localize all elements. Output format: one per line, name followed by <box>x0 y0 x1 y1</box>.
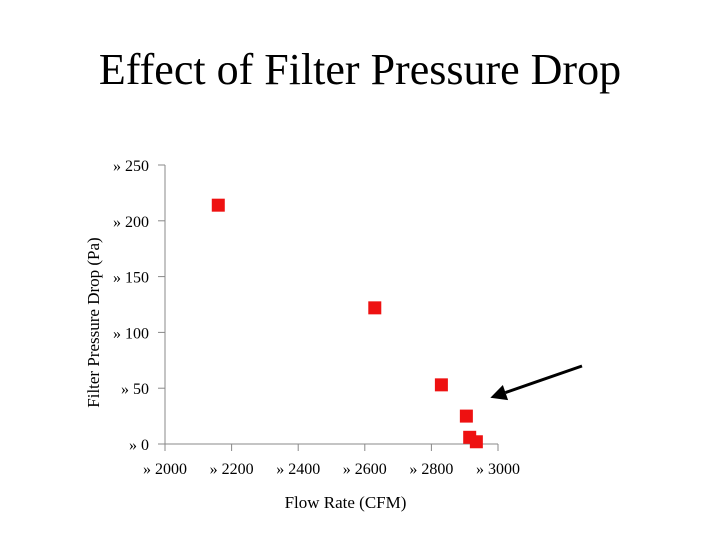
chart-ticks <box>158 164 499 451</box>
x-tick-label: » 2800 <box>409 461 453 478</box>
chart-tick-labels: » 0 » 50 » 100 » 150 » 200 » 250 » 2000 » 2200 »… <box>113 158 520 478</box>
y-tick-label: » 150 <box>113 270 149 287</box>
x-tick-label: » 2000 <box>143 461 187 478</box>
data-point <box>211 198 225 212</box>
arrow-head <box>490 384 509 401</box>
x-tick-label: » 2600 <box>343 461 387 478</box>
arrow-shaft <box>504 364 583 394</box>
y-tick-label: » 250 <box>113 158 149 175</box>
data-point <box>368 301 382 315</box>
y-tick-label: » 100 <box>113 325 149 342</box>
data-point <box>459 409 473 423</box>
x-axis-title: Flow Rate (CFM) <box>285 493 407 512</box>
data-point <box>434 378 448 392</box>
chart-annotation <box>490 364 583 401</box>
chart-axes <box>164 165 498 445</box>
x-tick-label: » 2400 <box>276 461 320 478</box>
data-point <box>469 435 483 449</box>
slide-title: Effect of Filter Pressure Drop <box>98 45 622 94</box>
y-tick-label: » 0 <box>129 437 149 454</box>
y-axis-title: Filter Pressure Drop (Pa) <box>84 237 103 407</box>
y-tick-label: » 50 <box>121 381 149 398</box>
y-tick-label: » 200 <box>113 214 149 231</box>
x-tick-label: » 3000 <box>476 461 520 478</box>
x-tick-label: » 2200 <box>210 461 254 478</box>
chart-points <box>211 198 483 449</box>
